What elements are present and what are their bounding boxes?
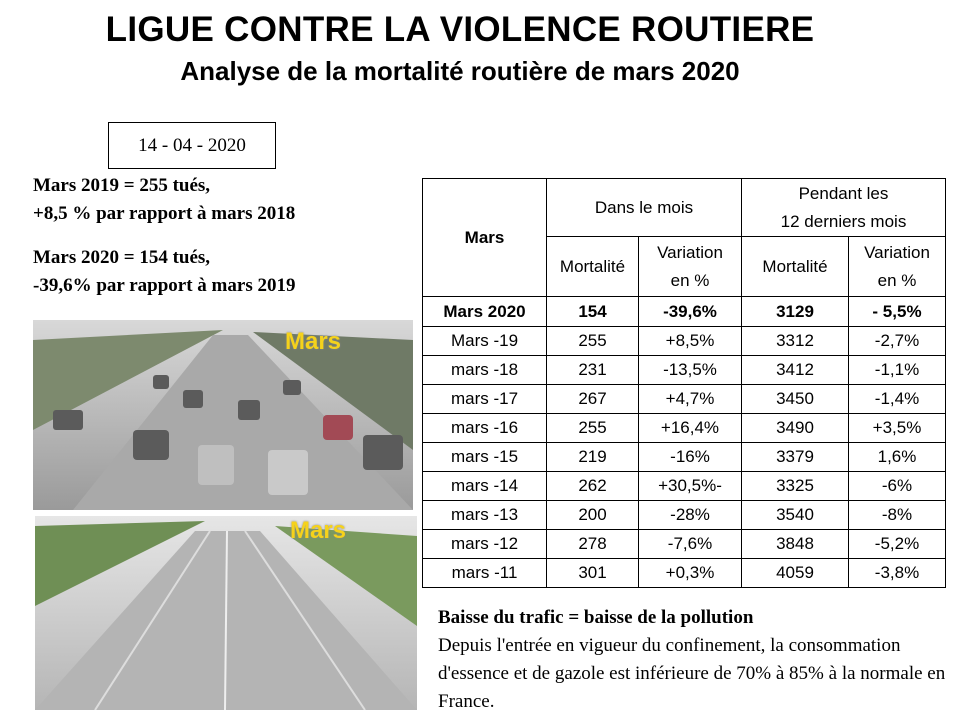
table-cell: mars -18 [422, 355, 547, 385]
title: LIGUE CONTRE LA VIOLENCE ROUTIERE [105, 10, 815, 49]
table-cell: +0,3% [638, 558, 742, 588]
table-cell: 3490 [741, 413, 849, 443]
photo-empty-road [35, 516, 417, 710]
summary-line: -39,6% par rapport à mars 2019 [33, 275, 296, 296]
table-cell: -5,2% [848, 529, 946, 559]
table-row: mars -15 219 -16% 3379 1,6% [422, 442, 946, 472]
table-cell: -1,1% [848, 355, 946, 385]
cell-line: Mortalité [559, 256, 626, 276]
table-cell: -8% [848, 500, 946, 530]
note: Baisse du trafic = baisse de la pollutio… [438, 604, 948, 716]
summary-line: +8,5 % par rapport à mars 2018 [33, 203, 296, 224]
table-cell: mars -16 [422, 413, 547, 443]
table-cell: +3,5% [848, 413, 946, 443]
photo-traffic [33, 320, 413, 510]
cell-line: Variation [657, 242, 723, 262]
table-cell: mars -15 [422, 442, 547, 472]
cell-line: en % [877, 270, 917, 290]
header-cell: Mars [422, 178, 547, 297]
table-cell: 255 [546, 326, 639, 356]
table-row: mars -13 200 -28% 3540 -8% [422, 500, 946, 530]
subheader-cell: Variation en % [638, 236, 742, 297]
table-cell: Mars 2020 [422, 296, 547, 327]
table-cell: 3848 [741, 529, 849, 559]
table-cell: 219 [546, 442, 639, 472]
table-row: Mars 2020 154 -39,6% 3129- 5,5% [422, 296, 946, 327]
table-cell: mars -17 [422, 384, 547, 414]
table-cell: -6% [848, 471, 946, 501]
cell-line: Mortalité [762, 256, 828, 276]
table-cell: 200 [546, 500, 639, 530]
table-cell: mars -11 [422, 558, 547, 588]
header-cell: Dans le mois [546, 178, 742, 237]
table-cell: -3,8% [848, 558, 946, 588]
table-cell: Mars -19 [422, 326, 547, 356]
table-row: mars -14 262 +30,5%- 3325 -6% [422, 471, 946, 501]
table-cell: 301 [546, 558, 639, 588]
table-cell: -28% [638, 500, 742, 530]
table-cell: -39,6% [638, 296, 742, 327]
subtitle: Analyse de la mortalité routière de mars… [180, 56, 740, 86]
table-cell: 267 [546, 384, 639, 414]
table-cell: 154 [546, 296, 639, 327]
table-row: mars -12 278 -7,6% 3848 -5,2% [422, 529, 946, 559]
photo-label: Mars [290, 517, 347, 544]
table-cell: 3450 [741, 384, 849, 414]
table-cell: 3379 [741, 442, 849, 472]
table-cell: +4,7% [638, 384, 742, 414]
subheader-cell: Variation en % [848, 236, 946, 297]
mortality-table: Mars Dans le mois Pendant les 12 derniers… [422, 178, 946, 588]
table-cell: 3412 [741, 355, 849, 385]
table-cell: 3129 [741, 296, 849, 327]
subheader-cell: Mortalité [741, 236, 849, 297]
table-cell: 3325 [741, 471, 849, 501]
table-cell: 3312 [741, 326, 849, 356]
table-cell: 231 [546, 355, 639, 385]
table-row: mars -18 231 -13,5% 3412 -1,1% [422, 355, 946, 385]
table-cell: 4059 [741, 558, 849, 588]
table-cell: - 5,5% [848, 296, 946, 327]
table-cell: -1,4% [848, 384, 946, 414]
subheader-cell: Mortalité [546, 236, 639, 297]
table-cell: +30,5%- [638, 471, 742, 501]
note-text: Depuis l'entrée en vigueur du confinemen… [438, 635, 946, 712]
table-cell: mars -14 [422, 471, 547, 501]
table-cell: -2,7% [848, 326, 946, 356]
table-cell: 278 [546, 529, 639, 559]
table-cell: +8,5% [638, 326, 742, 356]
table-cell: -7,6% [638, 529, 742, 559]
header-cell: Pendant les 12 derniers mois [741, 178, 946, 237]
table-row: mars -11 301 +0,3% 4059 -3,8% [422, 558, 946, 588]
table-cell: 3540 [741, 500, 849, 530]
table-cell: -16% [638, 442, 742, 472]
cell-line: Variation [864, 242, 930, 262]
cell-line: 12 derniers mois [780, 211, 907, 231]
table-cell: 1,6% [848, 442, 946, 472]
cell-line: en % [670, 270, 710, 290]
table-cell: 262 [546, 471, 639, 501]
summary-line: Mars 2020 = 154 tués, [33, 247, 211, 268]
table-cell: -13,5% [638, 355, 742, 385]
table-row: Mars -19 255 +8,5% 3312 -2,7% [422, 326, 946, 356]
table-cell: mars -13 [422, 500, 547, 530]
table-row: mars -17 267 +4,7% 3450 -1,4% [422, 384, 946, 414]
cell-line: Pendant les [798, 183, 889, 203]
summary-line: Mars 2019 = 255 tués, [33, 175, 211, 196]
table-row: mars -16 255 +16,4% 3490 +3,5% [422, 413, 946, 443]
date-box: 14 - 04 - 2020 [108, 122, 276, 169]
note-title: Baisse du trafic = baisse de la pollutio… [438, 607, 754, 628]
table-cell: mars -12 [422, 529, 547, 559]
table-cell: +16,4% [638, 413, 742, 443]
photo-label: Mars [285, 328, 342, 355]
table-cell: 255 [546, 413, 639, 443]
